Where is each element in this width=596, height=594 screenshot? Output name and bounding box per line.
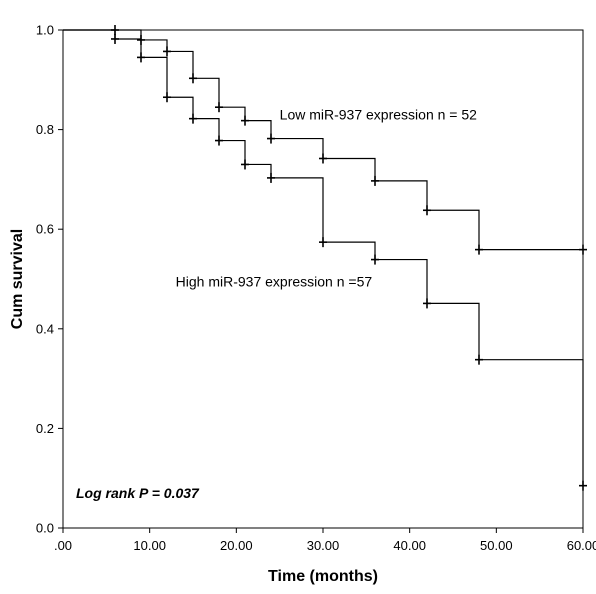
censor-mark bbox=[111, 33, 119, 44]
censor-mark bbox=[371, 254, 379, 265]
censor-mark bbox=[371, 175, 379, 186]
censor-mark bbox=[137, 52, 145, 63]
censor-mark bbox=[163, 92, 171, 103]
x-tick-label: 60.00 bbox=[567, 538, 596, 553]
censor-mark bbox=[267, 133, 275, 144]
censor-mark bbox=[163, 46, 171, 57]
y-tick-label: 1.0 bbox=[36, 23, 54, 38]
x-axis: .00 10.00 20.00 30.00 40.00 50.00 60.00 bbox=[54, 528, 596, 553]
censor-mark bbox=[241, 115, 249, 126]
censor-mark bbox=[475, 244, 483, 255]
y-tick-label: 0.0 bbox=[36, 521, 54, 536]
survival-curve-low bbox=[63, 29, 583, 251]
x-tick-label: 20.00 bbox=[220, 538, 253, 553]
censor-mark bbox=[215, 102, 223, 113]
censor-mark bbox=[423, 205, 431, 216]
x-tick-label: 50.00 bbox=[480, 538, 513, 553]
y-axis-title: Cum survival bbox=[9, 229, 26, 329]
x-tick-label: 10.00 bbox=[133, 538, 166, 553]
y-tick-label: 0.6 bbox=[36, 222, 54, 237]
x-tick-label: 30.00 bbox=[307, 538, 340, 553]
censor-mark bbox=[215, 135, 223, 146]
label-layer: Low miR-937 expression n = 52 High miR-93… bbox=[76, 107, 477, 501]
censor-mark bbox=[423, 298, 431, 309]
censor-mark bbox=[267, 172, 275, 183]
survival-curve-high bbox=[63, 29, 584, 486]
censor-mark bbox=[189, 73, 197, 84]
y-tick-label: 0.8 bbox=[36, 122, 54, 137]
series-layer bbox=[63, 25, 587, 491]
censor-mark bbox=[319, 153, 327, 164]
x-tick-label: 40.00 bbox=[393, 538, 426, 553]
censor-mark bbox=[475, 354, 483, 365]
y-tick-label: 0.2 bbox=[36, 421, 54, 436]
y-tick-label: 0.4 bbox=[36, 321, 54, 336]
series-label-low: Low miR-937 expression n = 52 bbox=[280, 107, 477, 123]
y-axis: 0.0 0.2 0.4 0.6 0.8 1.0 bbox=[36, 23, 63, 536]
censor-mark bbox=[319, 237, 327, 248]
censor-mark bbox=[579, 480, 587, 491]
x-tick-label: .00 bbox=[54, 538, 72, 553]
log-rank-annotation: Log rank P = 0.037 bbox=[76, 485, 200, 501]
censor-mark bbox=[579, 244, 587, 255]
censor-mark bbox=[189, 113, 197, 124]
x-axis-title: Time (months) bbox=[268, 568, 378, 585]
series-label-high: High miR-937 expression n =57 bbox=[176, 273, 373, 289]
censor-mark bbox=[241, 159, 249, 170]
